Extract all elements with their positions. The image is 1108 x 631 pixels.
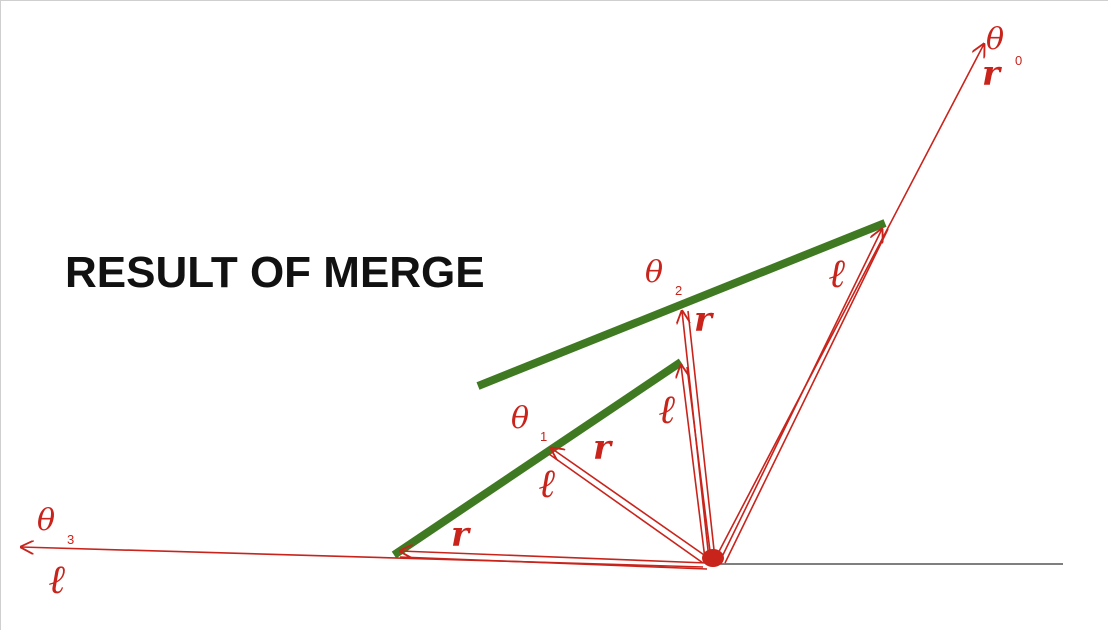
theta-3-subscript: 3	[67, 532, 74, 547]
origin-point	[702, 549, 724, 567]
r-label-theta1: r	[593, 428, 613, 468]
ray-theta3-l	[21, 547, 704, 568]
segment-upper	[476, 219, 887, 390]
ray-theta0-r	[712, 44, 984, 564]
l-label-theta1: ℓ	[539, 460, 556, 507]
ray-lower-right-a	[681, 365, 706, 560]
ray-theta1-a	[551, 448, 708, 558]
theta-2-label: θ	[645, 255, 663, 290]
l-label-theta3: ℓ	[49, 556, 66, 603]
theta-3-label: θ	[37, 503, 55, 538]
theta-2-subscript: 2	[675, 283, 682, 298]
segment-lower	[391, 358, 684, 559]
ray-theta2-b	[687, 310, 716, 560]
theta-0-subscript: 0	[1015, 53, 1022, 68]
ray-theta1-b	[548, 453, 704, 564]
theta-0-label: θ	[986, 22, 1004, 57]
ray-lower-right-b	[686, 366, 712, 560]
ray-upper-right-a	[718, 229, 882, 564]
ray-upper-right-b	[724, 228, 889, 564]
ray-lower-left-a	[400, 551, 708, 564]
l-label-lower-right: ℓ	[659, 386, 676, 433]
r-label-lower-left: r	[451, 515, 471, 555]
l-label-upper-right: ℓ	[829, 250, 846, 297]
r-label-theta0: r	[982, 54, 1002, 94]
theta-1-subscript: 1	[540, 429, 547, 444]
theta-1-label: θ	[511, 401, 529, 436]
diagram-title: RESULT OF MERGE	[65, 248, 485, 297]
r-label-theta2: r	[694, 300, 714, 340]
